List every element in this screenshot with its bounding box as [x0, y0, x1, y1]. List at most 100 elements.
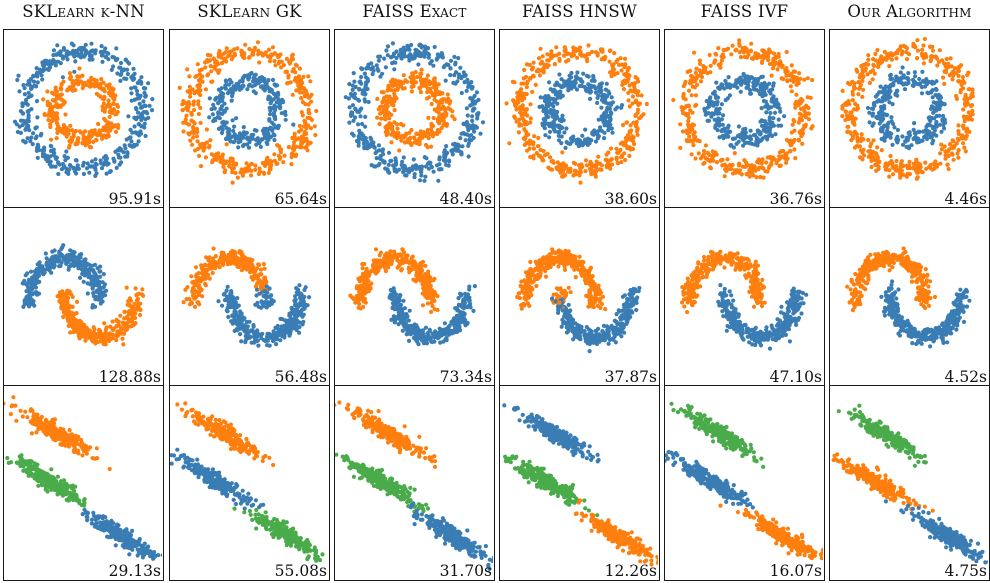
data-point	[427, 161, 432, 166]
data-point	[695, 138, 700, 143]
data-point	[459, 90, 464, 96]
data-point	[369, 163, 374, 168]
data-point	[380, 147, 386, 152]
data-point	[85, 141, 90, 146]
data-point	[624, 120, 629, 125]
data-point	[86, 79, 91, 84]
data-point	[536, 56, 542, 61]
data-point	[407, 137, 412, 142]
data-point	[556, 138, 562, 143]
data-point	[389, 140, 394, 145]
data-point	[40, 77, 45, 82]
data-point	[843, 109, 848, 114]
data-point	[579, 53, 584, 58]
data-point	[299, 141, 304, 146]
data-point	[703, 65, 708, 70]
data-point	[437, 167, 442, 172]
data-point	[309, 92, 314, 97]
data-point	[860, 94, 865, 99]
data-point	[27, 300, 32, 305]
data-point	[359, 66, 364, 71]
data-point	[350, 87, 355, 92]
data-point	[608, 146, 614, 151]
data-point	[353, 115, 358, 120]
data-point	[392, 120, 397, 125]
data-point	[452, 141, 458, 146]
data-point	[207, 115, 212, 120]
data-point	[713, 58, 718, 63]
data-point	[283, 109, 288, 114]
data-point	[602, 57, 607, 62]
data-point	[426, 115, 431, 120]
data-point	[803, 114, 808, 120]
data-point	[289, 151, 295, 156]
data-point	[435, 106, 441, 111]
data-point	[263, 52, 268, 57]
data-point	[945, 162, 950, 167]
data-point	[547, 129, 553, 134]
data-point	[139, 124, 144, 129]
data-point	[286, 75, 291, 80]
data-point	[82, 259, 87, 264]
data-point	[854, 107, 859, 112]
data-point	[760, 94, 765, 99]
data-point	[208, 138, 213, 143]
data-point	[391, 97, 396, 102]
data-point	[723, 167, 728, 172]
data-point	[562, 172, 567, 177]
data-point	[763, 92, 768, 97]
data-point	[899, 159, 904, 164]
data-point	[879, 115, 884, 120]
data-point	[560, 113, 565, 118]
data-point	[442, 153, 447, 158]
data-point	[430, 123, 436, 129]
data-point	[915, 38, 920, 43]
data-point	[686, 118, 691, 124]
data-point	[54, 155, 59, 160]
data-point	[391, 60, 396, 65]
data-point	[215, 115, 221, 120]
data-point	[785, 79, 790, 84]
data-point	[401, 123, 406, 128]
data-point	[900, 49, 905, 54]
data-point	[206, 145, 212, 150]
data-point	[69, 87, 74, 92]
data-point	[874, 153, 879, 158]
data-point	[556, 90, 561, 95]
data-point	[135, 110, 141, 115]
data-point	[923, 160, 928, 165]
data-point	[387, 116, 392, 121]
data-point	[923, 133, 928, 138]
data-point	[94, 78, 99, 83]
data-point	[90, 48, 95, 53]
data-point	[738, 89, 743, 94]
data-point	[741, 127, 746, 132]
data-point	[858, 138, 863, 143]
data-point	[852, 130, 858, 135]
data-point	[185, 67, 190, 72]
data-point	[292, 147, 297, 152]
data-point	[23, 97, 29, 103]
data-point	[101, 272, 106, 277]
data-point	[101, 101, 106, 106]
data-point	[810, 77, 815, 83]
data-point	[121, 150, 126, 155]
data-point	[291, 140, 297, 145]
data-point	[197, 82, 202, 87]
data-point	[277, 156, 282, 162]
data-point	[60, 254, 65, 259]
data-point	[738, 80, 743, 86]
data-point	[736, 124, 741, 129]
data-point	[66, 145, 72, 150]
data-point	[714, 152, 719, 157]
data-point	[210, 158, 215, 163]
scatter-plot	[504, 43, 649, 185]
data-point	[635, 126, 640, 131]
data-point	[34, 134, 39, 139]
data-point	[732, 151, 737, 156]
data-point	[459, 131, 464, 136]
data-point	[37, 279, 42, 284]
data-point	[235, 46, 240, 51]
data-point	[270, 77, 276, 82]
data-point	[209, 69, 214, 74]
